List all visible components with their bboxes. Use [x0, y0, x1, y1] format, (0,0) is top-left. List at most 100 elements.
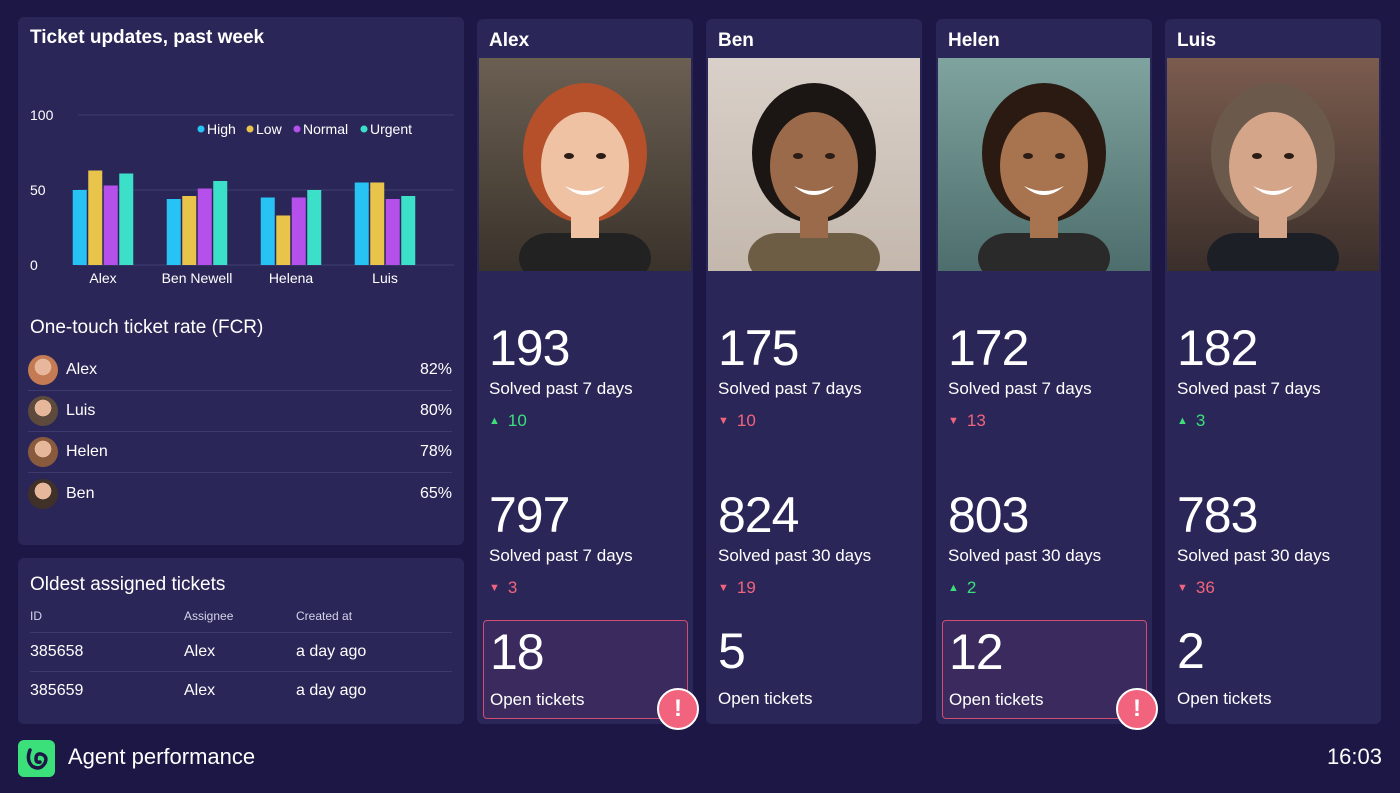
delta-value: 36	[1195, 578, 1215, 597]
open-tickets-box[interactable]: 2 Open tickets	[1171, 620, 1376, 719]
fcr-agent-name: Luis	[66, 402, 96, 419]
agent-photo	[479, 58, 691, 271]
solved-7-count: 193	[489, 320, 570, 376]
fcr-row: Luis 80%	[28, 391, 452, 432]
solved-7-label: Solved past 7 days	[489, 379, 633, 398]
agent-photo-illustration	[748, 83, 880, 271]
open-tickets-box[interactable]: 18 Open tickets !	[483, 620, 699, 730]
table-row[interactable]: 385658 Alex a day ago	[30, 632, 452, 671]
delta-value: 13	[966, 411, 986, 430]
agent-photo	[1167, 58, 1379, 271]
delta-value: 3	[507, 578, 518, 597]
fcr-rate: 80%	[419, 402, 452, 419]
ticket-assignee: Alex	[184, 643, 216, 660]
y-tick-label: 0	[30, 257, 38, 273]
trend-down-icon: ▼	[718, 582, 729, 594]
trend-down-icon: ▼	[718, 415, 729, 427]
x-tick-label: Alex	[89, 270, 116, 286]
solved-7-delta: ▼ 13	[948, 411, 986, 431]
avatar	[28, 437, 58, 467]
legend-swatch	[246, 125, 254, 133]
fcr-agent-name: Helen	[66, 443, 108, 460]
agent-name: Helen	[948, 30, 1000, 51]
solved-7-label: Solved past 7 days	[948, 379, 1092, 398]
open-tickets-count: 18	[490, 624, 545, 680]
ticket-updates-chart: 0 50 100 Alex Ben Newell Helena Luis High Low Nor…	[30, 107, 454, 286]
open-tickets-label: Open tickets	[1177, 689, 1272, 708]
open-tickets-label: Open tickets	[718, 689, 813, 708]
ticket-created: a day ago	[296, 643, 367, 660]
bar-normal	[385, 199, 400, 265]
agent-photo-illustration	[519, 83, 651, 271]
x-tick-label: Luis	[372, 270, 398, 286]
oldest-tickets-title: Oldest assigned tickets	[30, 574, 226, 595]
fcr-rate: 65%	[419, 484, 452, 502]
solved-30-delta: ▼ 36	[1177, 578, 1215, 598]
agent-photo-illustration	[1207, 83, 1339, 271]
legend-label: Low	[256, 121, 283, 137]
ticket-created: a day ago	[296, 682, 367, 699]
col-header-assignee: Assignee	[184, 609, 234, 623]
x-tick-label: Ben Newell	[162, 270, 233, 286]
fcr-rate: 78%	[419, 443, 452, 460]
solved-30-label: Solved past 30 days	[1177, 546, 1331, 565]
solved-30-label: Solved past 30 days	[718, 546, 872, 565]
trend-up-icon: ▲	[1177, 415, 1188, 427]
app-title: Agent performance	[68, 744, 256, 769]
delta-value: 10	[736, 411, 756, 430]
y-tick-label: 100	[30, 107, 54, 123]
alert-icon: !	[1116, 688, 1158, 730]
open-tickets-label: Open tickets	[949, 690, 1044, 709]
legend-label: Urgent	[370, 121, 412, 137]
open-tickets-count: 12	[949, 624, 1004, 680]
solved-7-delta: ▲ 3	[1177, 411, 1205, 431]
alert-icon: !	[657, 688, 699, 730]
bar-high	[260, 197, 275, 265]
bar-low	[182, 196, 197, 265]
solved-30-delta: ▲ 2	[948, 578, 976, 598]
solved-30-count: 803	[948, 487, 1029, 543]
solved-7-label: Solved past 7 days	[1177, 379, 1321, 398]
y-tick-label: 50	[30, 182, 46, 198]
solved-30-delta: ▼ 3	[489, 578, 517, 598]
solved-7-delta: ▼ 10	[718, 411, 756, 431]
bar-urgent	[401, 196, 416, 265]
solved-30-count: 797	[489, 487, 570, 543]
solved-30-count: 783	[1177, 487, 1258, 543]
agent-name: Luis	[1177, 30, 1217, 51]
col-header-created: Created at	[296, 609, 353, 623]
solved-7-label: Solved past 7 days	[718, 379, 862, 398]
agent-name: Alex	[489, 30, 530, 51]
solved-7-count: 175	[718, 320, 799, 376]
bar-high	[72, 190, 87, 265]
agent-card: Helen 172 Solved past 7 days ▼ 13 803 So…	[936, 19, 1158, 730]
bar-low	[370, 182, 385, 265]
table-row[interactable]: 385659 Alex a day ago	[30, 671, 452, 710]
agent-photo	[708, 58, 920, 271]
agent-name: Ben	[718, 30, 754, 51]
chart-title: Ticket updates, past week	[30, 27, 265, 48]
solved-7-count: 172	[948, 320, 1029, 376]
open-tickets-box[interactable]: 12 Open tickets !	[942, 620, 1158, 730]
ticket-id: 385659	[30, 682, 84, 699]
fcr-row: Ben 65%	[28, 473, 452, 514]
bar-urgent	[119, 173, 134, 265]
open-tickets-box[interactable]: 5 Open tickets	[712, 620, 917, 719]
legend-swatch	[293, 125, 301, 133]
trend-up-icon: ▲	[948, 582, 959, 594]
clock: 16:03	[1326, 744, 1382, 769]
bar-normal	[103, 185, 118, 265]
legend-swatch	[197, 125, 205, 133]
agent-card: Ben 175 Solved past 7 days ▼ 10 824 Solv…	[706, 19, 922, 724]
delta-value: 10	[507, 411, 527, 430]
legend-label: Normal	[303, 121, 348, 137]
legend-swatch	[360, 125, 368, 133]
solved-30-delta: ▼ 19	[718, 578, 756, 598]
ticket-assignee: Alex	[184, 682, 216, 699]
open-tickets-count: 2	[1177, 623, 1205, 679]
agent-card: Luis 182 Solved past 7 days ▲ 3 783 Solv…	[1165, 19, 1381, 724]
trend-down-icon: ▼	[489, 582, 500, 594]
agent-card: Alex 193 Solved past 7 days ▲ 10 797 Sol…	[477, 19, 699, 730]
fcr-agent-name: Alex	[66, 361, 98, 378]
open-tickets-count: 5	[718, 623, 746, 679]
